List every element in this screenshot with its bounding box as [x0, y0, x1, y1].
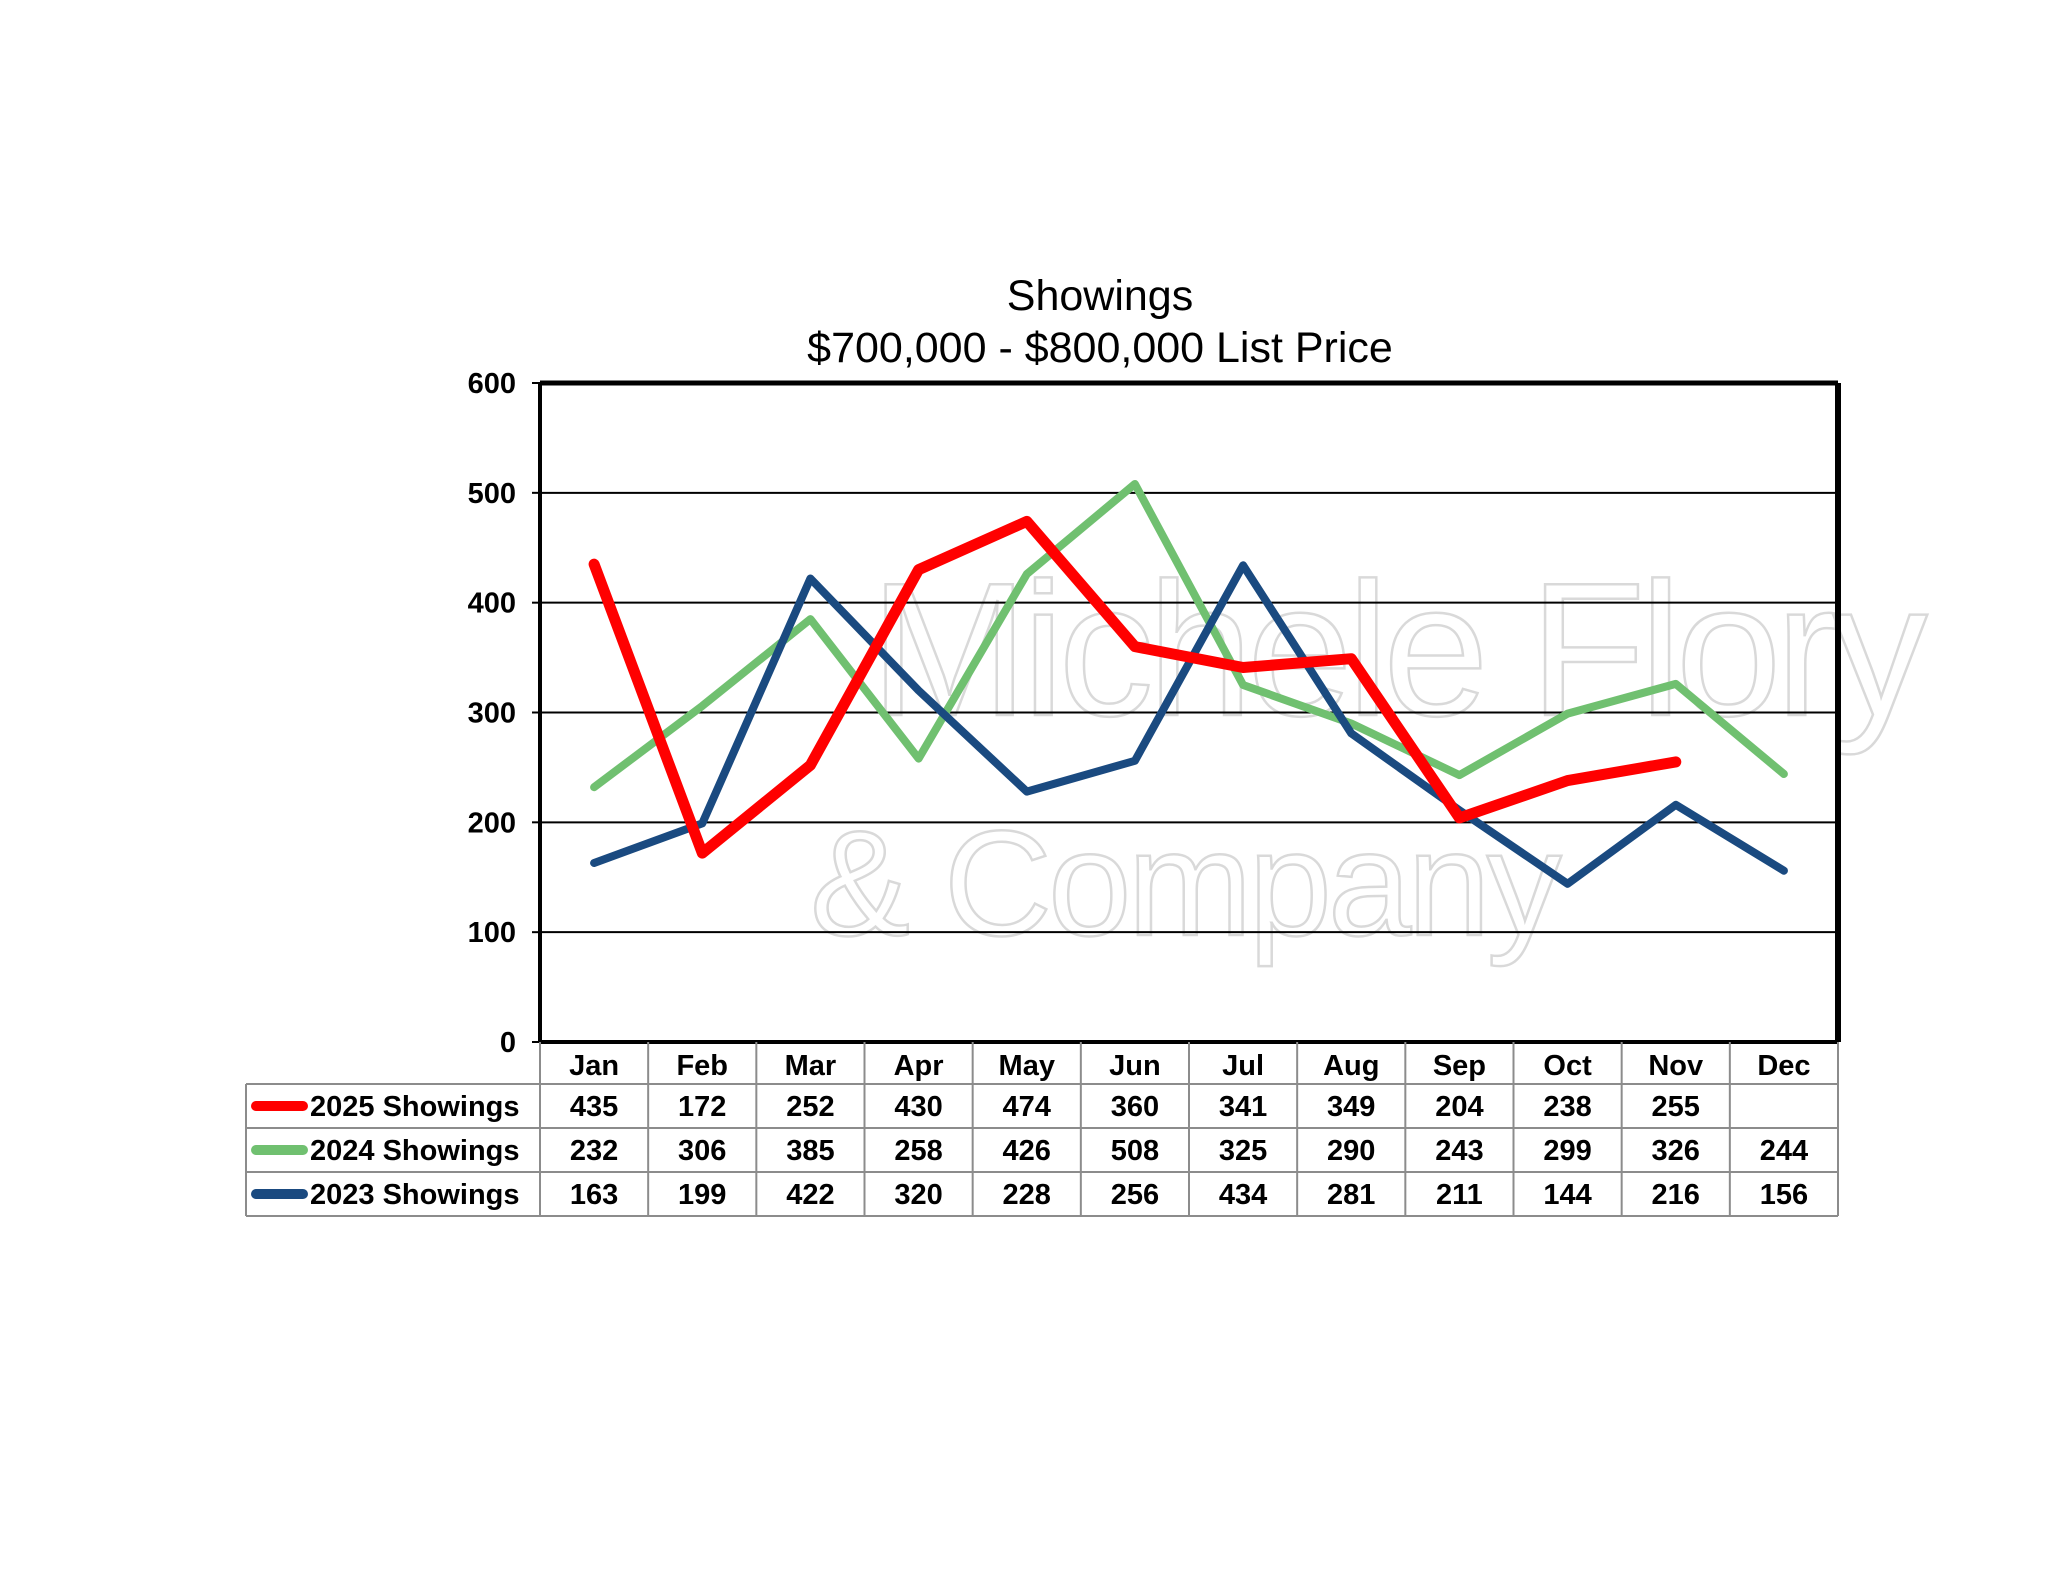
watermark-logo: Michele Flory & Company: [809, 543, 1935, 969]
table-cell: 199: [678, 1179, 726, 1211]
y-tick-label: 200: [468, 807, 516, 839]
table-cell: 211: [1436, 1179, 1483, 1211]
y-tick-label: 0: [500, 1027, 516, 1059]
y-tick-label: 400: [468, 588, 516, 620]
table-cell: 243: [1435, 1135, 1483, 1167]
table-cell: 434: [1219, 1179, 1267, 1211]
table-cell: 320: [894, 1179, 942, 1211]
table-cell: 244: [1760, 1135, 1808, 1167]
table-cell: 435: [570, 1091, 618, 1123]
x-tick-label: Jul: [1222, 1050, 1264, 1082]
chart-subtitle: $700,000 - $800,000 List Price: [807, 324, 1393, 372]
table-cell: 341: [1219, 1091, 1267, 1123]
legend-label: 2023 Showings: [310, 1179, 520, 1211]
y-tick-label: 100: [468, 917, 516, 949]
table-cell: 426: [1003, 1135, 1051, 1167]
y-axis: 0 100 200 300 400 500 600: [468, 368, 540, 1059]
series-lines: [588, 480, 1788, 888]
legend-label: 2025 Showings: [310, 1091, 520, 1123]
table-cell: 228: [1003, 1179, 1051, 1211]
watermark-name: Michele Flory: [870, 544, 1928, 756]
x-tick-label: May: [999, 1050, 1055, 1082]
x-tick-label: Aug: [1323, 1050, 1379, 1082]
x-tick-label: Mar: [785, 1050, 837, 1082]
table-cell: 430: [894, 1091, 942, 1123]
gridlines: [540, 491, 1838, 934]
y-tick-label: 500: [468, 478, 516, 510]
table-cell: 299: [1543, 1135, 1591, 1167]
table-cell: 163: [570, 1179, 618, 1211]
table-cell: 385: [786, 1135, 834, 1167]
table-cell: 252: [786, 1091, 834, 1123]
table-cell: 156: [1760, 1179, 1808, 1211]
table-cell: 281: [1327, 1179, 1375, 1211]
table-cell: 172: [678, 1091, 726, 1123]
y-tick-label: 600: [468, 368, 516, 400]
x-tick-label: Feb: [676, 1050, 728, 1082]
watermark-company: & Company: [810, 799, 1562, 967]
table-cell: 232: [570, 1135, 618, 1167]
x-tick-label: Apr: [894, 1050, 944, 1082]
y-tick-label: 300: [468, 698, 516, 730]
table-cell: 326: [1652, 1135, 1700, 1167]
x-tick-label: Jun: [1109, 1050, 1161, 1082]
data-table: Jan Feb Mar Apr May Jun Jul Aug Sep Oct Nov Dec 2025…: [245, 1042, 1839, 1217]
table-cell: 144: [1543, 1179, 1591, 1211]
x-tick-label: Sep: [1433, 1050, 1486, 1082]
table-cell: 422: [786, 1179, 834, 1211]
table-cell: 474: [1003, 1091, 1051, 1123]
x-tick-label: Nov: [1648, 1050, 1703, 1082]
table-cell: 325: [1219, 1135, 1267, 1167]
table-cell: 258: [894, 1135, 942, 1167]
chart-title: Showings: [1007, 272, 1193, 320]
table-cell: 508: [1111, 1135, 1159, 1167]
table-cell: 349: [1327, 1091, 1375, 1123]
x-tick-label: Jan: [569, 1050, 619, 1082]
series-line: [590, 480, 1788, 792]
x-tick-label: Dec: [1757, 1050, 1810, 1082]
series-line: [590, 561, 1788, 888]
table-cell: 238: [1543, 1091, 1591, 1123]
table-cell: 360: [1111, 1091, 1159, 1123]
table-cell: 256: [1111, 1179, 1159, 1211]
table-cell: 306: [678, 1135, 726, 1167]
series-line: [588, 515, 1682, 859]
table-cell: 290: [1327, 1135, 1375, 1167]
legend-label: 2024 Showings: [310, 1135, 520, 1167]
table-cell: 204: [1435, 1091, 1483, 1123]
x-tick-label: Oct: [1543, 1050, 1592, 1082]
table-cell: 216: [1652, 1179, 1700, 1211]
table-cell: 255: [1652, 1091, 1700, 1123]
